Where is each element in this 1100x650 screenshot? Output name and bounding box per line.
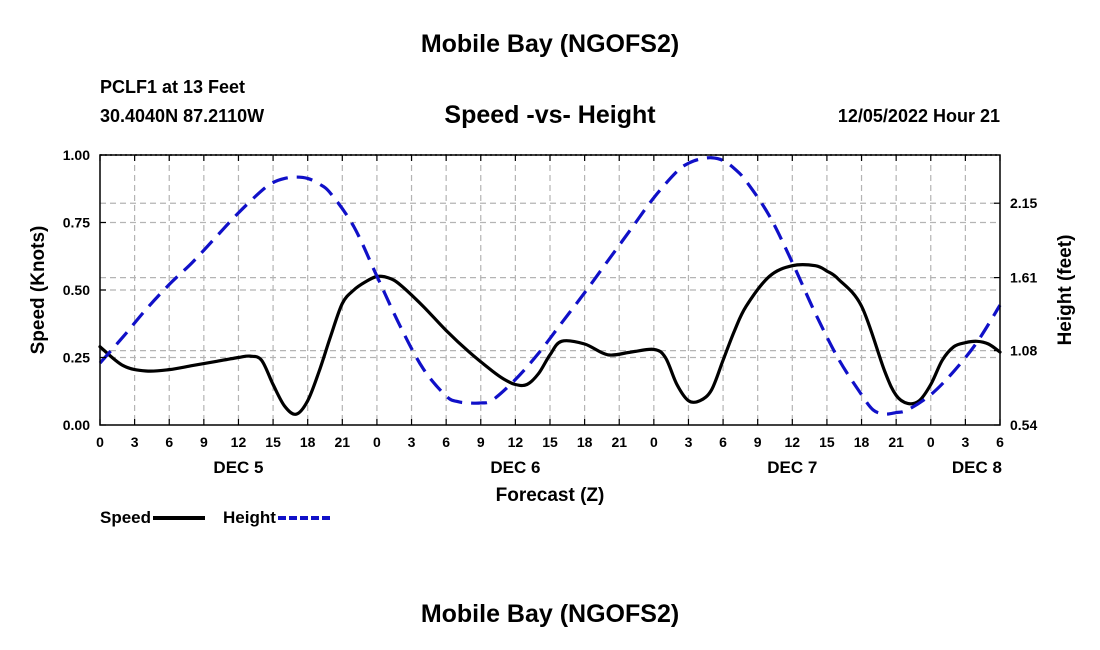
x-tick-label: 0: [96, 434, 104, 450]
x-tick-label: 3: [408, 434, 416, 450]
chart-title: Speed -vs- Height: [444, 101, 656, 129]
day-label: DEC 5: [213, 458, 263, 477]
x-tick-label: 6: [165, 434, 173, 450]
x-tick-label: 15: [542, 434, 558, 450]
x-tick-label: 15: [265, 434, 281, 450]
coordinates-label: 30.4040N 87.2110W: [100, 106, 265, 126]
grid-lines: [100, 155, 1000, 425]
legend-label-height: Height: [223, 508, 276, 527]
x-tick-label: 21: [335, 434, 351, 450]
x-tick-label: 12: [231, 434, 247, 450]
legend-item-height: Height: [223, 508, 330, 528]
forecast-date-label: 12/05/2022 Hour 21: [837, 106, 1000, 126]
y-tick-label: 0.00: [63, 417, 90, 433]
legend-item-speed: Speed: [100, 508, 206, 528]
legend-swatch-speed: [153, 516, 206, 520]
y2-tick-label: 2.15: [1010, 195, 1037, 211]
y2-axis-title: Height (feet): [1055, 235, 1076, 346]
x-tick-label: 9: [754, 434, 762, 450]
y-tick-label: 0.50: [63, 282, 90, 298]
y-axis-title: Speed (Knots): [28, 226, 49, 355]
legend: Speed Height: [100, 508, 348, 528]
series-line-height: [98, 156, 1002, 416]
x-tick-label: 9: [200, 434, 208, 450]
x-tick-label: 18: [577, 434, 593, 450]
page-title-bottom: Mobile Bay (NGOFS2): [420, 600, 680, 628]
day-label: DEC 6: [490, 458, 540, 477]
y2-tick-label: 0.54: [1010, 417, 1037, 433]
x-tick-label: 18: [854, 434, 870, 450]
legend-label-speed: Speed: [100, 508, 152, 527]
y-tick-label: 0.75: [63, 215, 90, 231]
y-tick-label: 0.25: [63, 350, 90, 366]
y2-tick-label: 1.61: [1010, 270, 1037, 286]
station-label: PCLF1 at 13 Feet: [100, 77, 246, 97]
x-tick-label: 3: [131, 434, 139, 450]
x-tick-label: 0: [373, 434, 381, 450]
x-tick-label: 12: [785, 434, 801, 450]
x-tick-label: 3: [685, 434, 693, 450]
speed-height-chart: 0 3 6 9 12 15 18 21 0 3 6 9 12 15 18 21 0 3 6 9 12 15 18 21 0 3 60…: [28, 147, 1076, 506]
x-tick-label: 0: [927, 434, 935, 450]
x-tick-label: 21: [888, 434, 904, 450]
x-tick-label: 6: [996, 434, 1004, 450]
y-tick-label: 1.00: [63, 147, 90, 163]
legend-swatch-height: [277, 516, 330, 520]
x-tick-label: 6: [442, 434, 450, 450]
y2-tick-label: 1.08: [1010, 343, 1037, 359]
x-tick-label: 9: [477, 434, 485, 450]
x-tick-label: 6: [719, 434, 727, 450]
x-axis-title: Forecast (Z): [496, 485, 605, 506]
axes: 0 3 6 9 12 15 18 21 0 3 6 9 12 15 18 21 0 3 6 9 12 15 18 21 0 3 60…: [28, 147, 1076, 506]
series-layer: [98, 156, 1002, 416]
x-tick-label: 15: [819, 434, 835, 450]
series-line-speed: [98, 263, 1002, 416]
x-tick-label: 12: [508, 434, 524, 450]
x-tick-label: 18: [300, 434, 316, 450]
x-tick-label: 0: [650, 434, 658, 450]
x-tick-label: 21: [611, 434, 627, 450]
day-label: DEC 7: [767, 458, 817, 477]
day-label: DEC 8: [952, 458, 1002, 477]
page-title: Mobile Bay (NGOFS2): [420, 30, 680, 58]
x-tick-label: 3: [961, 434, 969, 450]
